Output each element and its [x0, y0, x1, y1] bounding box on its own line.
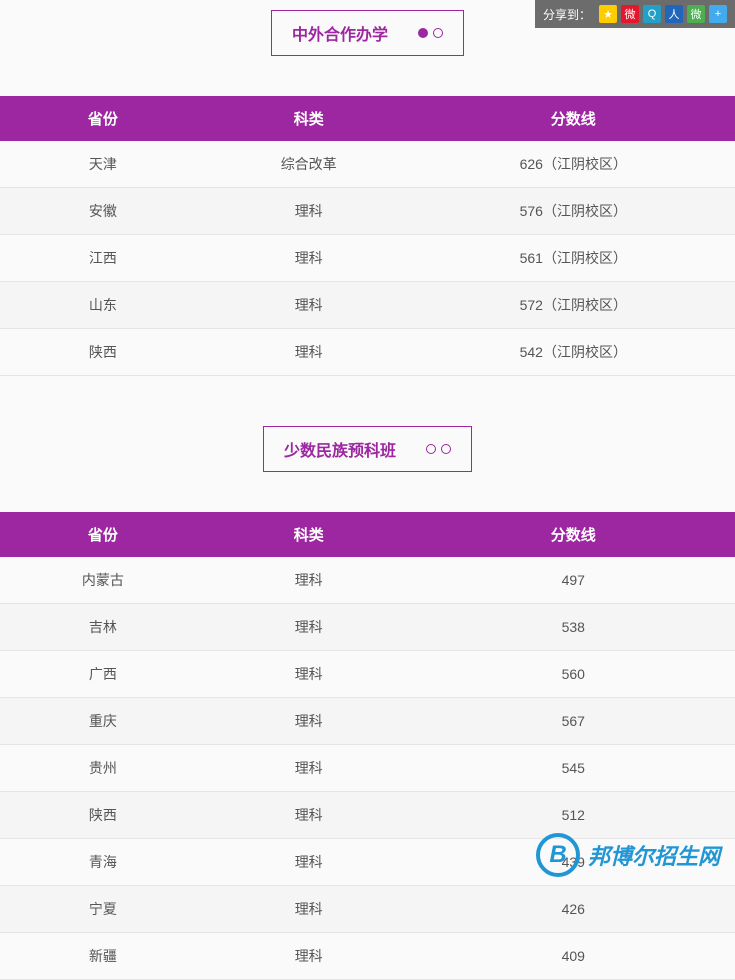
share-icons: ★微Q人微+ [599, 5, 727, 23]
table-row: 江西理科561（江阴校区） [0, 235, 735, 282]
table-row: 山东理科572（江阴校区） [0, 282, 735, 329]
table-row: 陕西理科542（江阴校区） [0, 329, 735, 376]
renren-share-icon[interactable]: 人 [665, 5, 683, 23]
table-row: 重庆理科567 [0, 698, 735, 745]
table-row: 陕西理科512 [0, 792, 735, 839]
section2-title: 少数民族预科班 [284, 437, 396, 461]
table-row: 安徽理科576（江阴校区） [0, 188, 735, 235]
table-header-cell: 分数线 [412, 96, 735, 141]
title-decoration [418, 28, 443, 38]
table-cell: 理科 [206, 235, 412, 282]
table-cell: 626（江阴校区） [412, 141, 735, 188]
table-cell: 576（江阴校区） [412, 188, 735, 235]
table-cell: 陕西 [0, 792, 206, 839]
table-header-row: 省份科类分数线 [0, 96, 735, 141]
circle-icon [418, 28, 428, 38]
table-header-row: 省份科类分数线 [0, 512, 735, 557]
table-cell: 572（江阴校区） [412, 282, 735, 329]
table-header-cell: 科类 [206, 512, 412, 557]
table-cell: 重庆 [0, 698, 206, 745]
title-decoration [426, 444, 451, 454]
table-cell: 宁夏 [0, 886, 206, 933]
table-cell: 吉林 [0, 604, 206, 651]
table-cell: 409 [412, 933, 735, 980]
table-cell: 理科 [206, 792, 412, 839]
table-row: 新疆理科409 [0, 933, 735, 980]
table-cell: 山东 [0, 282, 206, 329]
table-cell: 理科 [206, 188, 412, 235]
table-cell: 497 [412, 557, 735, 604]
qzone-share-icon[interactable]: ★ [599, 5, 617, 23]
table-cell: 广西 [0, 651, 206, 698]
table-cell: 561（江阴校区） [412, 235, 735, 282]
table-header-cell: 省份 [0, 96, 206, 141]
table-row: 天津综合改革626（江阴校区） [0, 141, 735, 188]
table-cell: 542（江阴校区） [412, 329, 735, 376]
section1-table: 省份科类分数线 天津综合改革626（江阴校区）安徽理科576（江阴校区）江西理科… [0, 96, 735, 376]
section1-title: 中外合作办学 [292, 21, 388, 45]
logo-watermark: B 邦博尔招生网 [536, 833, 720, 877]
table-header-cell: 分数线 [412, 512, 735, 557]
tencent-share-icon[interactable]: Q [643, 5, 661, 23]
circle-icon [433, 28, 443, 38]
table-cell: 理科 [206, 839, 412, 886]
section2-title-box: 少数民族预科班 [263, 426, 472, 472]
table-cell: 天津 [0, 141, 206, 188]
table-cell: 426 [412, 886, 735, 933]
table-cell: 545 [412, 745, 735, 792]
table-cell: 陕西 [0, 329, 206, 376]
table-cell: 567 [412, 698, 735, 745]
table-cell: 512 [412, 792, 735, 839]
table-row: 广西理科560 [0, 651, 735, 698]
table-cell: 贵州 [0, 745, 206, 792]
table-cell: 新疆 [0, 933, 206, 980]
more-share-icon[interactable]: + [709, 5, 727, 23]
circle-icon [426, 444, 436, 454]
table-cell: 青海 [0, 839, 206, 886]
table-cell: 理科 [206, 604, 412, 651]
table-cell: 综合改革 [206, 141, 412, 188]
table-cell: 内蒙古 [0, 557, 206, 604]
table-row: 贵州理科545 [0, 745, 735, 792]
logo-icon: B [536, 833, 580, 877]
circle-icon [441, 444, 451, 454]
table-cell: 理科 [206, 745, 412, 792]
table-cell: 理科 [206, 698, 412, 745]
table-row: 吉林理科538 [0, 604, 735, 651]
share-bar: 分享到： ★微Q人微+ [535, 0, 735, 28]
table-cell: 江西 [0, 235, 206, 282]
table-cell: 理科 [206, 933, 412, 980]
table-row: 宁夏理科426 [0, 886, 735, 933]
table-cell: 理科 [206, 886, 412, 933]
section1-title-box: 中外合作办学 [271, 10, 464, 56]
table-header-cell: 省份 [0, 512, 206, 557]
table-cell: 安徽 [0, 188, 206, 235]
logo-text: 邦博尔招生网 [588, 839, 720, 871]
table-header-cell: 科类 [206, 96, 412, 141]
table-cell: 理科 [206, 651, 412, 698]
table-cell: 理科 [206, 282, 412, 329]
table-cell: 理科 [206, 557, 412, 604]
section2-table: 省份科类分数线 内蒙古理科497吉林理科538广西理科560重庆理科567贵州理… [0, 512, 735, 980]
table-cell: 538 [412, 604, 735, 651]
wechat-share-icon[interactable]: 微 [687, 5, 705, 23]
share-label: 分享到： [543, 6, 591, 23]
table-cell: 560 [412, 651, 735, 698]
weibo-share-icon[interactable]: 微 [621, 5, 639, 23]
table-cell: 理科 [206, 329, 412, 376]
table-row: 内蒙古理科497 [0, 557, 735, 604]
